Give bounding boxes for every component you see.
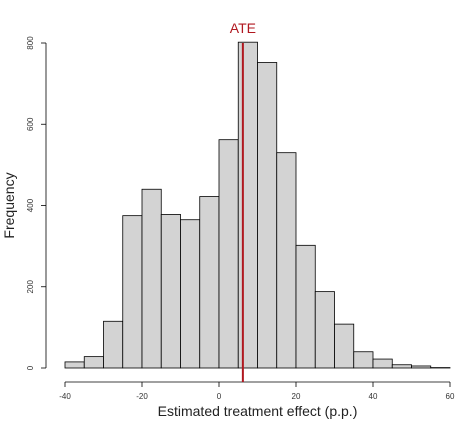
histogram-bar xyxy=(334,323,355,369)
x-axis: -40 -20 0 20 40 60 xyxy=(59,381,455,401)
y-tick-label: 600 xyxy=(26,117,35,131)
y-tick-label: 400 xyxy=(26,198,35,212)
histogram-bar xyxy=(180,219,201,369)
histogram-bar xyxy=(314,291,335,369)
histogram-bar xyxy=(64,361,85,369)
x-tick-label: -40 xyxy=(59,392,71,401)
histogram-bar xyxy=(276,152,297,369)
histogram-bar xyxy=(103,320,124,369)
y-axis-title: Frequency xyxy=(1,172,17,238)
x-tick-label: 0 xyxy=(217,392,222,401)
y-axis: 0 200 400 600 800 xyxy=(26,36,47,370)
x-axis-title: Estimated treatment effect (p.p.) xyxy=(158,403,358,419)
x-tick-label: 60 xyxy=(446,392,455,401)
histogram-bar xyxy=(237,41,258,369)
x-tick-label: 40 xyxy=(369,392,378,401)
histogram-bar xyxy=(160,214,181,369)
histogram-bar xyxy=(122,215,143,369)
y-tick-label: 0 xyxy=(26,365,35,370)
ate-label: ATE xyxy=(230,20,256,36)
histogram-bar xyxy=(83,356,104,369)
histogram-bar xyxy=(372,358,393,369)
y-tick-label: 800 xyxy=(26,36,35,50)
histogram-bar xyxy=(353,351,374,369)
histogram-bar xyxy=(218,139,239,369)
x-tick-label: -20 xyxy=(136,392,148,401)
histogram-bar xyxy=(199,196,220,369)
y-tick-label: 200 xyxy=(26,280,35,294)
x-tick-label: 20 xyxy=(292,392,301,401)
histogram-bar xyxy=(411,365,432,369)
histogram-bars xyxy=(64,41,451,369)
histogram-bar xyxy=(295,244,316,369)
histogram-bar xyxy=(141,188,162,369)
histogram-bar xyxy=(391,364,412,369)
histogram-bar xyxy=(257,62,278,369)
